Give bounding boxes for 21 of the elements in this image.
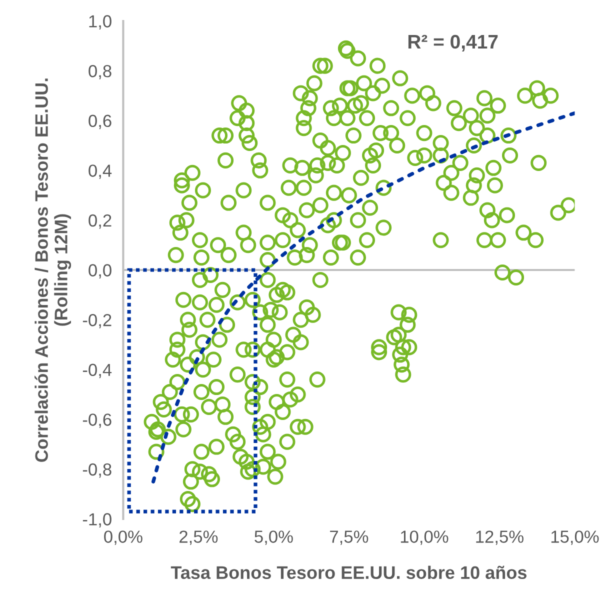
x-axis-title: Tasa Bonos Tesoro EE.UU. sobre 10 años: [170, 566, 527, 579]
y-tick-label: -1,0: [82, 513, 112, 528]
x-tick-label: 2,5%: [180, 530, 218, 545]
annotation: R² = 0,417: [408, 34, 498, 52]
y-axis-title: Correlación Acciones / Bonos Tesoro EE.UU. (Rolling 12M): [34, 78, 72, 462]
y-tick-label: 0,6: [88, 114, 112, 130]
x-tick-label: 0,0%: [104, 530, 142, 545]
y-tick-label: -0,8: [82, 463, 112, 478]
y-tick-label: -0,6: [82, 414, 112, 428]
y-tick-label: -0,4: [82, 364, 112, 378]
x-tick-label: 12,5%: [476, 530, 524, 545]
y-tick-label: 0,4: [88, 164, 112, 179]
y-tick-label: 0,8: [88, 64, 112, 80]
x-tick-label: 15,0%: [551, 530, 599, 545]
x-tick-label: 5,0%: [254, 530, 293, 545]
y-tick-label: 1,0: [89, 15, 112, 30]
y-tick-label: 0,2: [88, 214, 112, 229]
y-tick-label: 0,0: [88, 264, 112, 279]
x-tick-label: 7,5%: [330, 530, 368, 545]
y-tick-label: -0,2: [82, 314, 112, 328]
x-tick-label: 10,0%: [400, 530, 448, 545]
